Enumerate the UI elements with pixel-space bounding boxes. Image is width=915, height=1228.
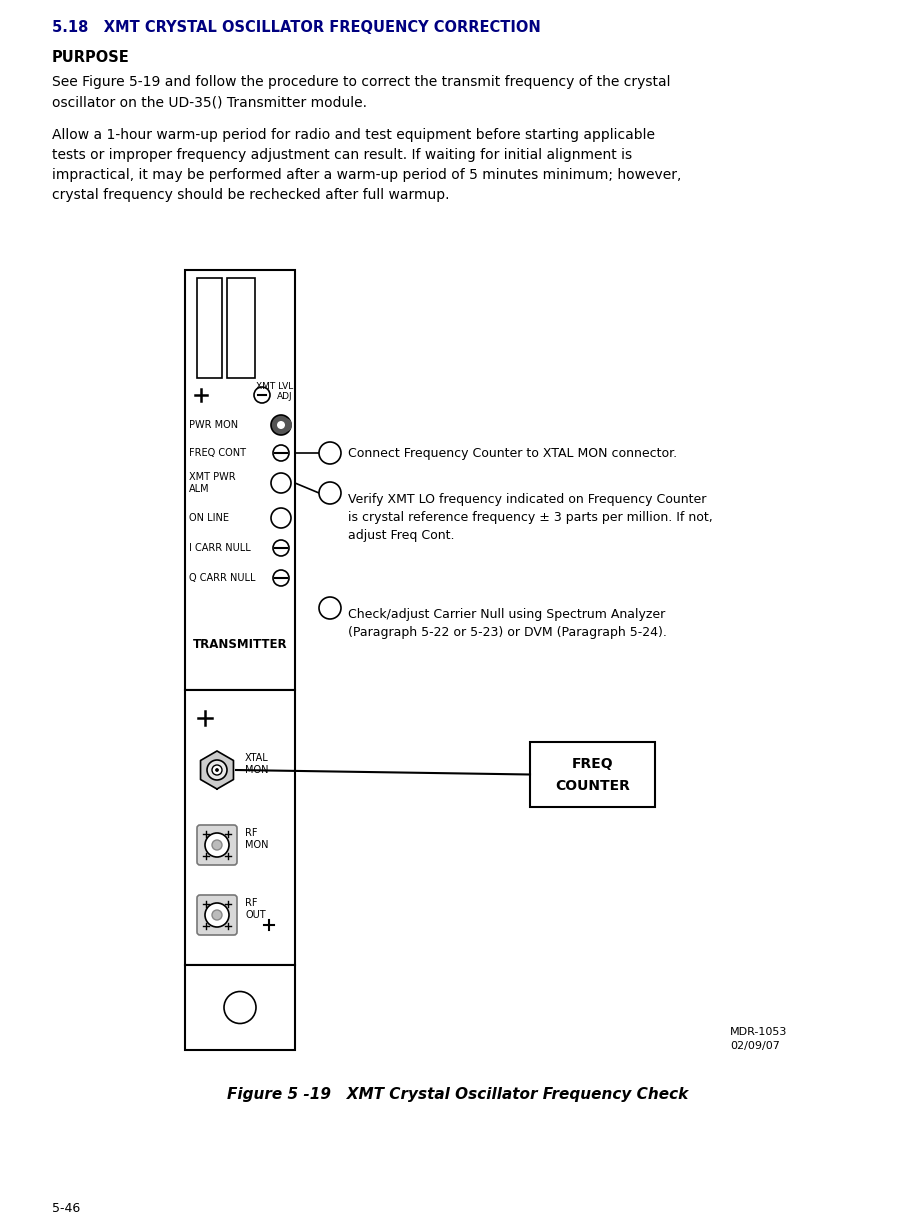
Text: See Figure 5-19 and follow the procedure to correct the transmit frequency of th: See Figure 5-19 and follow the procedure… [52,75,671,109]
Text: Connect Frequency Counter to XTAL MON connector.: Connect Frequency Counter to XTAL MON co… [348,447,677,459]
Text: b: b [327,486,334,500]
Circle shape [205,903,229,927]
Circle shape [212,765,222,775]
Circle shape [273,445,289,460]
Text: RF
OUT: RF OUT [245,898,265,920]
Text: 02/09/07: 02/09/07 [730,1041,780,1051]
Text: XMT PWR
ALM: XMT PWR ALM [189,473,236,494]
Text: Verify XMT LO frequency indicated on Frequency Counter
is crystal reference freq: Verify XMT LO frequency indicated on Fre… [348,492,713,542]
Circle shape [273,570,289,586]
Text: RF
MON: RF MON [245,828,268,850]
Bar [185,690,295,965]
Text: ON LINE: ON LINE [189,513,229,523]
Circle shape [319,442,341,464]
Circle shape [278,418,292,432]
FancyBboxPatch shape [197,895,237,935]
Bar [227,278,255,378]
Text: c: c [327,602,333,614]
Text: PWR MON: PWR MON [189,420,238,430]
Circle shape [319,483,341,503]
Text: MDR-1053: MDR-1053 [730,1027,788,1036]
Text: Check/adjust Carrier Null using Spectrum Analyzer
(Paragraph 5-22 or 5-23) or DV: Check/adjust Carrier Null using Spectrum… [348,608,667,639]
Bar [197,278,222,378]
Bar [185,270,295,690]
Bar [530,742,655,807]
Text: Allow a 1-hour warm-up period for radio and test equipment before starting appli: Allow a 1-hour warm-up period for radio … [52,128,682,203]
Text: FREQ: FREQ [572,758,613,771]
Text: XMT LVL
ADJ: XMT LVL ADJ [256,382,293,402]
Circle shape [277,421,285,429]
FancyBboxPatch shape [197,825,237,865]
Circle shape [205,833,229,857]
Circle shape [254,387,270,403]
Bar [185,965,295,1050]
Circle shape [273,540,289,556]
Text: COUNTER: COUNTER [555,780,630,793]
Circle shape [271,415,291,435]
Polygon shape [200,752,233,790]
Circle shape [271,473,291,492]
Text: PURPOSE: PURPOSE [52,50,130,65]
Text: a: a [327,447,334,459]
Circle shape [212,840,222,850]
Text: 5-46: 5-46 [52,1202,81,1214]
Text: XTAL
MON: XTAL MON [245,753,269,775]
Text: Figure 5 -19   XMT Crystal Oscillator Frequency Check: Figure 5 -19 XMT Crystal Oscillator Freq… [227,1088,688,1103]
Text: FREQ CONT: FREQ CONT [189,448,246,458]
Text: TRANSMITTER: TRANSMITTER [193,639,287,652]
Text: 5.18   XMT CRYSTAL OSCILLATOR FREQUENCY CORRECTION: 5.18 XMT CRYSTAL OSCILLATOR FREQUENCY CO… [52,20,541,36]
Text: Q CARR NULL: Q CARR NULL [189,573,255,583]
Circle shape [319,597,341,619]
Circle shape [216,769,219,771]
Circle shape [212,910,222,920]
Circle shape [207,760,227,780]
Circle shape [271,508,291,528]
Text: I CARR NULL: I CARR NULL [189,543,251,553]
Circle shape [224,991,256,1023]
